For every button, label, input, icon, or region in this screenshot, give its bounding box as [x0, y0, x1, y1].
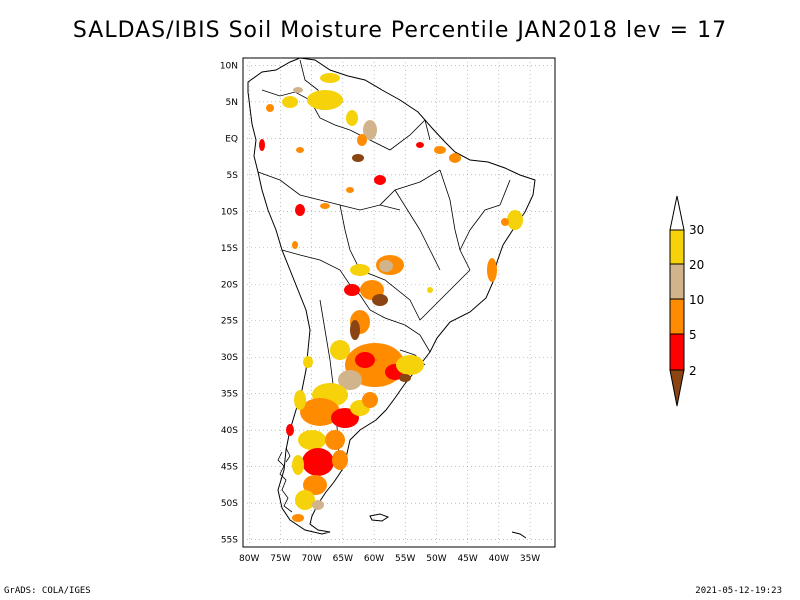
- patch: [355, 352, 375, 368]
- south-georgia: [511, 531, 527, 539]
- legend-swatch-yellow: [669, 229, 685, 265]
- latitude-tick-label: 30S: [221, 353, 238, 363]
- latitude-tick-label: 15S: [221, 244, 238, 254]
- patch: [434, 146, 446, 154]
- legend-top-arrow: [669, 195, 685, 231]
- patch: [292, 514, 304, 522]
- latitude-tick-label: 5N: [226, 98, 238, 108]
- latitude-tick-label: 55S: [221, 536, 238, 546]
- map-frame: [242, 57, 556, 548]
- latitude-tick-label: 5S: [227, 171, 239, 181]
- patch: [379, 260, 393, 272]
- legend-label: 10: [689, 293, 704, 307]
- patch: [372, 294, 388, 306]
- patch: [332, 450, 348, 470]
- map-title: SALDAS/IBIS Soil Moisture Percentile JAN…: [72, 18, 728, 43]
- latitude-tick-label: 10S: [221, 207, 238, 217]
- footer-timestamp: 2021-05-12-19:23: [695, 586, 782, 596]
- patch: [312, 500, 324, 510]
- legend-swatch-tan: [669, 263, 685, 300]
- legend-label: 5: [689, 328, 697, 342]
- longitude-tick-label: 45W: [457, 554, 477, 564]
- patch: [487, 258, 497, 282]
- patch: [357, 134, 367, 146]
- latitude-tick-label: 45S: [221, 463, 238, 473]
- patch: [507, 210, 523, 230]
- patch: [346, 187, 354, 193]
- legend-label: 20: [689, 258, 704, 272]
- legend-label: 2: [689, 364, 697, 378]
- footer-credit: GrADS: COLA/IGES: [4, 586, 91, 596]
- latitude-tick-label: 25S: [221, 317, 238, 327]
- patch: [346, 110, 358, 126]
- legend-label: 30: [689, 223, 704, 237]
- patch: [266, 104, 274, 112]
- patch: [300, 398, 340, 426]
- patch: [416, 142, 424, 148]
- patch: [363, 120, 377, 140]
- patch: [344, 284, 360, 296]
- longitude-tick-label: 35W: [520, 554, 540, 564]
- longitude-tick-label: 55W: [395, 554, 415, 564]
- chile-islands: [277, 447, 293, 513]
- latitude-tick-label: 20S: [221, 280, 238, 290]
- patch: [292, 455, 304, 475]
- patch: [325, 430, 345, 450]
- patch: [501, 218, 509, 226]
- longitude-tick-label: 80W: [239, 554, 259, 564]
- patch: [320, 73, 340, 83]
- patch: [331, 408, 359, 428]
- longitude-tick-label: 50W: [426, 554, 446, 564]
- patch: [303, 475, 327, 495]
- patch: [374, 175, 386, 185]
- latitude-labels: 10N 5N EQ 5S 10S 15S 20S 25S 30S 35S 40S 45S 50S 55S: [220, 61, 238, 545]
- patch: [427, 287, 433, 293]
- patch: [338, 370, 362, 390]
- longitude-tick-label: 60W: [364, 554, 384, 564]
- falkland-islands: [369, 513, 390, 522]
- patch: [330, 340, 350, 360]
- patch: [320, 203, 330, 209]
- patch: [350, 264, 370, 276]
- patch: [293, 87, 303, 93]
- longitude-tick-label: 75W: [270, 554, 290, 564]
- longitude-labels: 80W 75W 70W 65W 60W 55W 50W 45W 40W 35W: [239, 554, 540, 564]
- patch: [294, 390, 306, 410]
- patch: [399, 374, 411, 382]
- color-legend: 30 20 10 5 2: [669, 195, 704, 407]
- patch: [295, 204, 305, 216]
- patch: [286, 424, 294, 436]
- patch: [362, 392, 378, 408]
- patch: [282, 96, 298, 108]
- latitude-tick-label: 10N: [220, 61, 238, 71]
- longitude-tick-label: 70W: [301, 554, 321, 564]
- latitude-tick-label: 40S: [221, 426, 238, 436]
- patch: [396, 355, 424, 375]
- legend-swatch-orange: [669, 298, 685, 335]
- patch: [295, 490, 315, 510]
- patch: [449, 153, 461, 163]
- latitude-tick-label: 50S: [221, 499, 238, 509]
- legend-swatch-red: [669, 333, 685, 371]
- patch: [303, 356, 313, 368]
- map-panel: 80W 75W 70W 65W 60W 55W 50W 45W 40W 35W 10N 5N EQ 5S…: [220, 57, 556, 564]
- latitude-tick-label: EQ: [225, 134, 238, 144]
- patch: [298, 430, 326, 450]
- patch: [352, 154, 364, 162]
- patch: [307, 90, 343, 110]
- patch: [296, 147, 304, 153]
- longitude-tick-label: 40W: [489, 554, 509, 564]
- patch: [350, 320, 360, 340]
- patch: [259, 139, 265, 151]
- south-america-coastline: [247, 57, 536, 535]
- latitude-tick-label: 35S: [221, 390, 238, 400]
- patch: [302, 448, 334, 476]
- patch: [292, 241, 298, 249]
- longitude-tick-label: 65W: [333, 554, 353, 564]
- legend-bottom-arrow: [669, 369, 685, 407]
- percentile-patches: [259, 73, 523, 522]
